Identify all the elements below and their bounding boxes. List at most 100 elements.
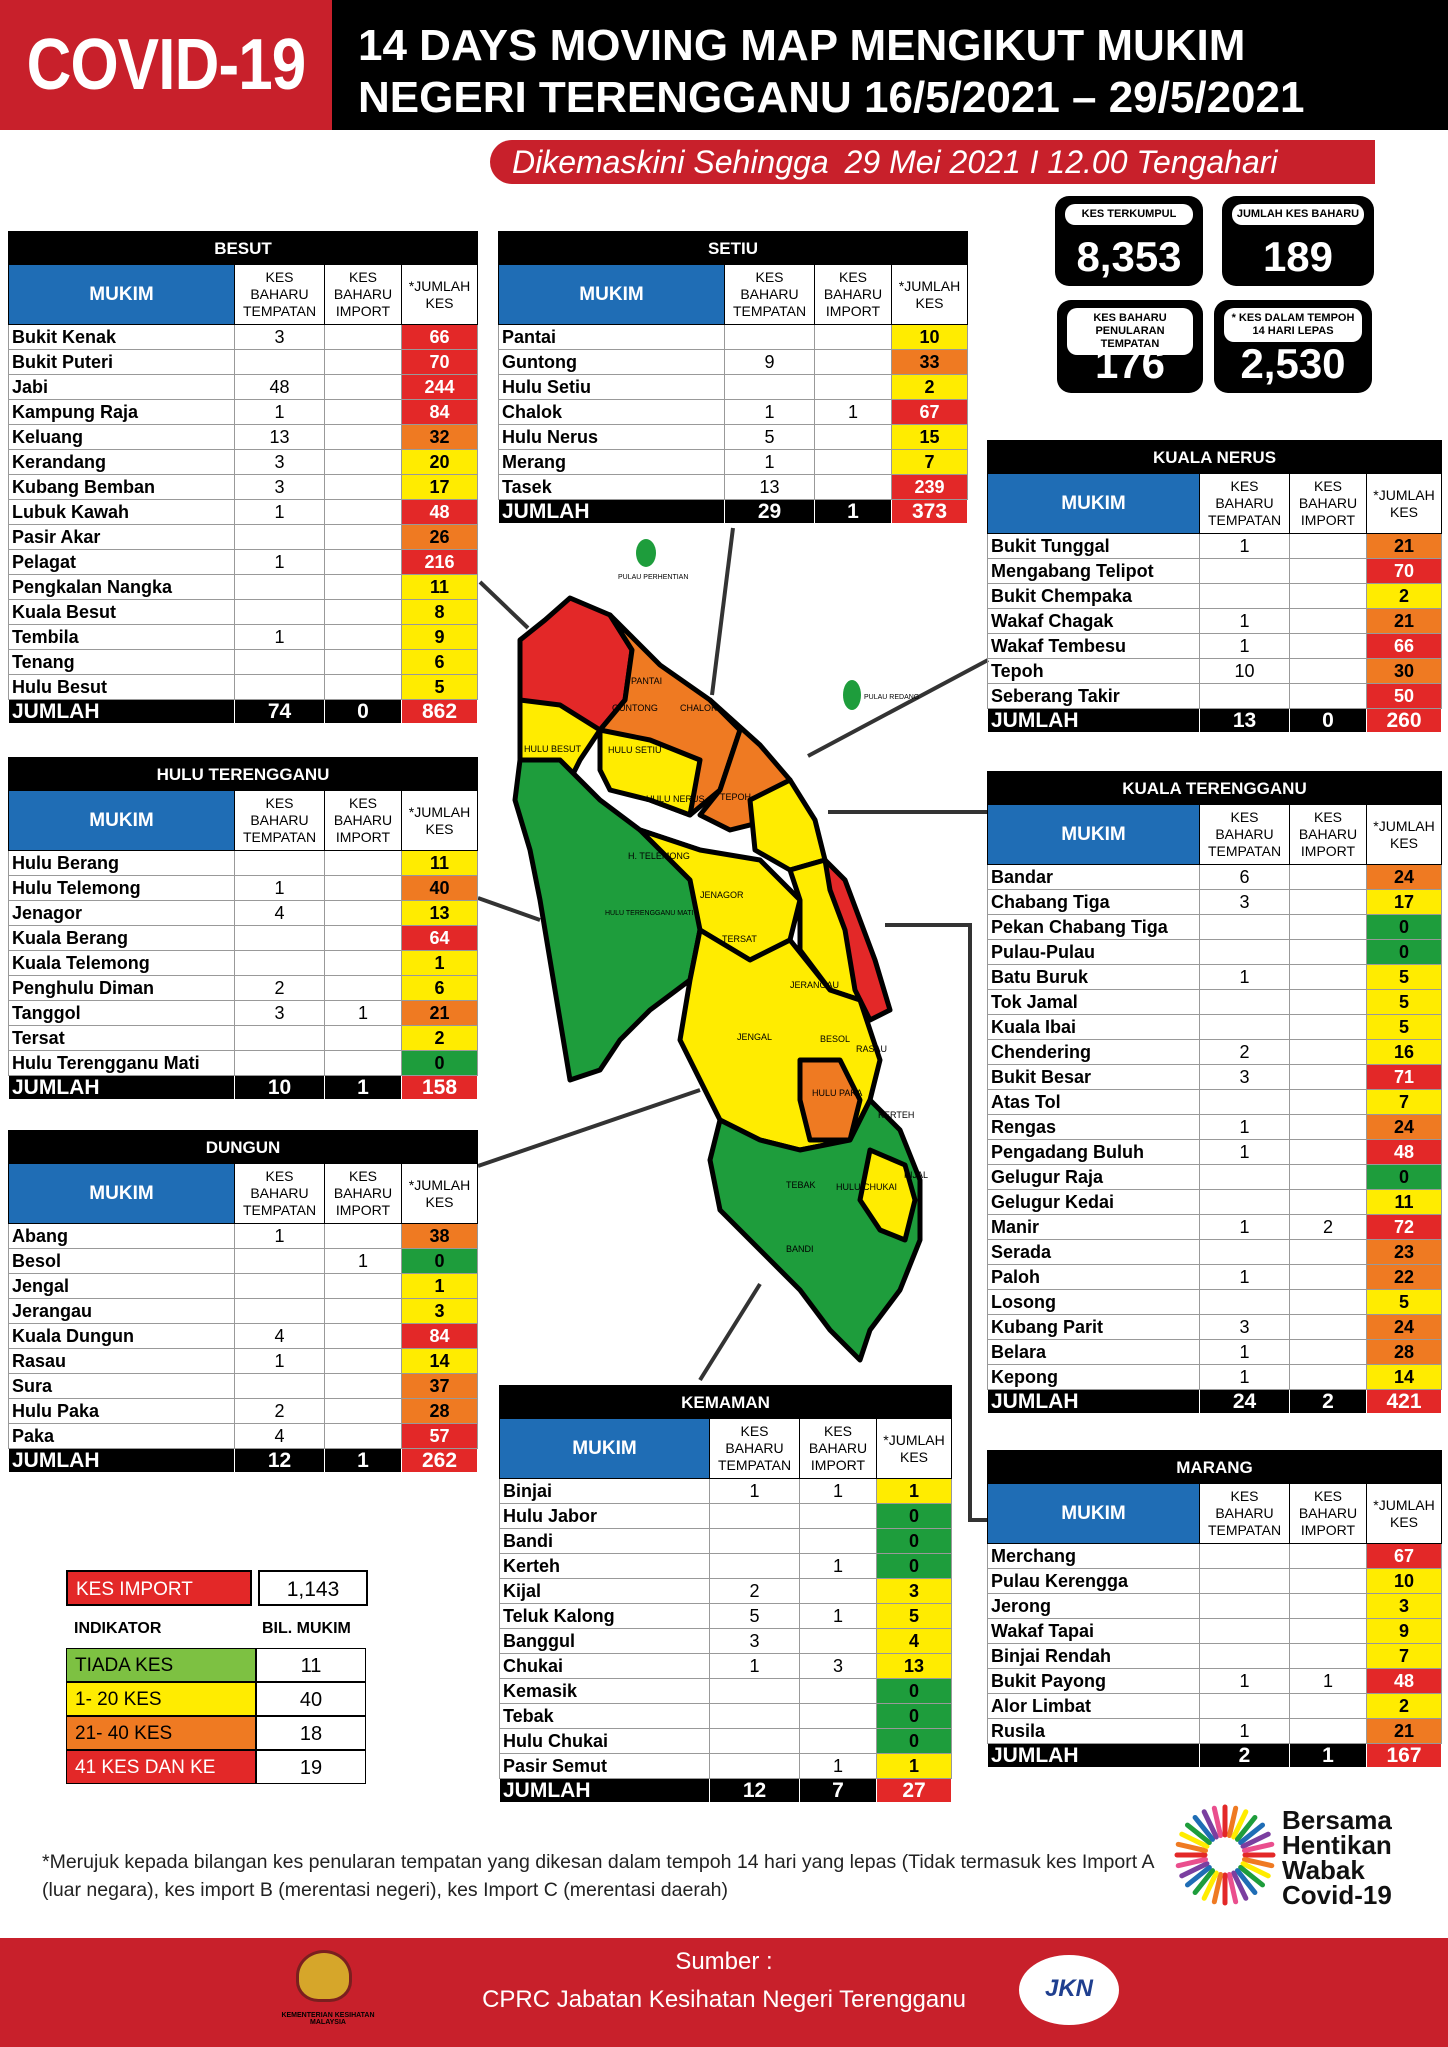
header-bar <box>332 0 1448 130</box>
kes-import <box>324 875 402 901</box>
col-jumlah: *JUMLAH KES <box>876 1418 952 1479</box>
arrow-kemaman <box>698 1282 762 1382</box>
mukim-name: Tasek <box>498 474 725 500</box>
kes-import <box>324 1398 402 1424</box>
kes-tempatan <box>1199 683 1290 709</box>
kes-import <box>324 399 402 425</box>
kes-import: 1 <box>324 1248 402 1274</box>
burst-ray <box>1238 1864 1266 1888</box>
mukim-name: Banggul <box>499 1628 710 1654</box>
table-setiu: SETIU MUKIM KES BAHARU TEMPATAN KES BAHARU … <box>498 231 968 524</box>
district-title: MARANG <box>987 1450 1442 1484</box>
mukim-name: Pantai <box>498 324 725 350</box>
col-import: KES BAHARU IMPORT <box>324 1163 402 1224</box>
table-row: Kerteh 1 0 <box>499 1553 952 1579</box>
map-label-hulu-besut: HULU BESUT <box>524 744 582 754</box>
jumlah-kes: 1 <box>401 950 478 976</box>
map-label-kerteh: KERTEH <box>878 1110 915 1120</box>
jumlah-kes: 0 <box>876 1728 952 1754</box>
kes-tempatan <box>234 674 325 700</box>
kes-tempatan: 3 <box>234 449 325 475</box>
jumlah-kes: 2 <box>401 1025 478 1051</box>
legend-label: 1- 20 KES <box>66 1682 256 1716</box>
kes-import <box>1289 1543 1367 1569</box>
total-jumlah: 373 <box>891 499 968 524</box>
district-polygons <box>512 595 923 1363</box>
table-row: Besol 1 0 <box>8 1248 478 1274</box>
table-row: Bandi 0 <box>499 1528 952 1554</box>
map-label-kijal: KIJAL <box>904 1170 929 1180</box>
kes-tempatan <box>724 374 815 400</box>
table-row: Jengal 1 <box>8 1273 478 1299</box>
kes-tempatan: 13 <box>724 474 815 500</box>
jumlah-kes: 48 <box>1366 1668 1442 1694</box>
kes-import <box>1289 1264 1367 1290</box>
jumlah-kes: 1 <box>876 1753 952 1779</box>
kes-import <box>324 674 402 700</box>
kes-import <box>1289 533 1367 559</box>
kes-import: 3 <box>799 1653 877 1679</box>
mukim-name: Tembila <box>8 624 235 650</box>
jumlah-kes: 26 <box>401 524 478 550</box>
mukim-name: Abang <box>8 1223 235 1249</box>
jumlah-kes: 9 <box>1366 1618 1442 1644</box>
total-tempatan: 12 <box>234 1448 325 1473</box>
table-row: Lubuk Kawah 1 48 <box>8 499 478 525</box>
jumlah-kes: 3 <box>876 1578 952 1604</box>
kes-import <box>324 975 402 1001</box>
col-mukim: MUKIM <box>987 473 1200 534</box>
col-tempatan: KES BAHARU TEMPATAN <box>1199 473 1290 534</box>
kes-tempatan <box>234 850 325 876</box>
col-import: KES BAHARU IMPORT <box>1289 473 1367 534</box>
table-header: MUKIM KES BAHARU TEMPATAN KES BAHARU IMPOR… <box>8 1163 478 1224</box>
kes-tempatan: 1 <box>234 399 325 425</box>
table-row: Rusila 1 21 <box>987 1718 1442 1744</box>
table-row: Bandar 6 24 <box>987 864 1442 890</box>
table-row: Hulu Chukai 0 <box>499 1728 952 1754</box>
mukim-name: Serada <box>987 1239 1200 1265</box>
mukim-name: Paloh <box>987 1264 1200 1290</box>
table-header: MUKIM KES BAHARU TEMPATAN KES BAHARU IMPOR… <box>987 1483 1442 1544</box>
mukim-name: Guntong <box>498 349 725 375</box>
kes-import <box>814 324 892 350</box>
kes-tempatan <box>1199 1543 1290 1569</box>
jumlah-kes: 11 <box>401 850 478 876</box>
kes-tempatan: 1 <box>1199 533 1290 559</box>
kes-tempatan: 4 <box>234 1323 325 1349</box>
table-row: Pulau Kerengga 10 <box>987 1568 1442 1594</box>
kes-tempatan: 1 <box>1199 1364 1290 1390</box>
table-row: Chukai 1 3 13 <box>499 1653 952 1679</box>
kes-tempatan <box>234 599 325 625</box>
jumlah-kes: 84 <box>401 399 478 425</box>
kes-tempatan <box>1199 1014 1290 1040</box>
jumlah-kes: 7 <box>1366 1643 1442 1669</box>
total-import: 0 <box>1289 708 1367 733</box>
mukim-name: Batu Buruk <box>987 964 1200 990</box>
burst-ray <box>1240 1861 1271 1879</box>
kes-import <box>799 1728 877 1754</box>
kes-tempatan: 1 <box>234 1348 325 1374</box>
mukim-name: Bukit Kenak <box>8 324 235 350</box>
table-row: Bukit Puteri 70 <box>8 349 478 375</box>
kes-tempatan: 4 <box>234 1423 325 1449</box>
mukim-name: Chabang Tiga <box>987 889 1200 915</box>
kes-tempatan: 3 <box>1199 889 1290 915</box>
table-row: Binjai 1 1 1 <box>499 1478 952 1504</box>
col-mukim: MUKIM <box>8 1163 235 1224</box>
kes-import <box>1289 1314 1367 1340</box>
table-row: Jenagor 4 13 <box>8 900 478 926</box>
mukim-name: Pulau-Pulau <box>987 939 1200 965</box>
kes-tempatan <box>1199 1643 1290 1669</box>
table-row: Chalok 1 1 67 <box>498 399 968 425</box>
total-label: JUMLAH <box>987 708 1200 733</box>
kes-import <box>1289 1139 1367 1165</box>
jumlah-kes: 7 <box>891 449 968 475</box>
mukim-name: Alor Limbat <box>987 1693 1200 1719</box>
table-row: Pulau-Pulau 0 <box>987 939 1442 965</box>
kes-tempatan <box>1199 1189 1290 1215</box>
kes-tempatan: 10 <box>1199 658 1290 684</box>
jumlah-kes: 7 <box>1366 1089 1442 1115</box>
district-title: HULU TERENGGANU <box>8 757 478 791</box>
total-import: 1 <box>324 1448 402 1473</box>
table-row: Tepoh 10 30 <box>987 658 1442 684</box>
